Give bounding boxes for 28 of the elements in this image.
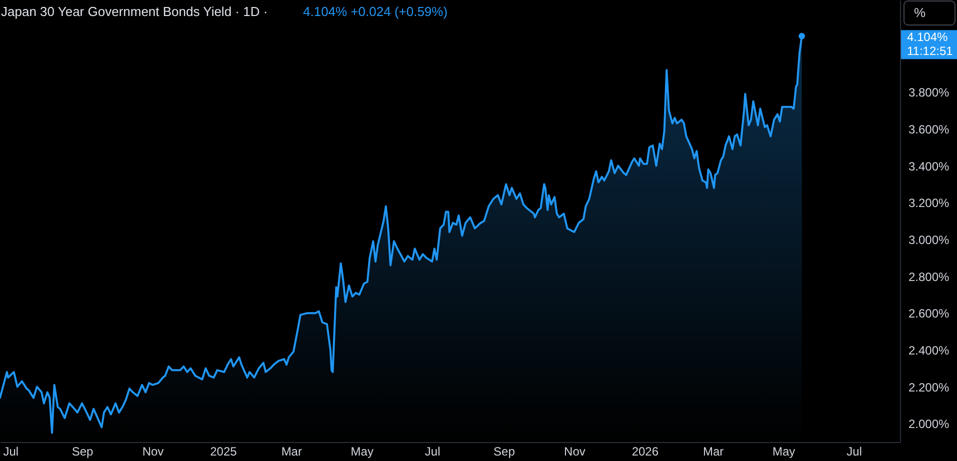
x-tick-label: Jul bbox=[3, 444, 19, 458]
x-tick-label: 2025 bbox=[210, 444, 238, 458]
x-tick-label: 2026 bbox=[632, 444, 659, 458]
x-tick-label: Mar bbox=[703, 444, 724, 458]
x-tick-label: Nov bbox=[142, 444, 164, 458]
y-tick-label: 2.000% bbox=[908, 417, 950, 432]
x-tick-label: Mar bbox=[281, 444, 302, 458]
x-tick-label: Jul bbox=[846, 444, 862, 458]
y-tick-label: 2.200% bbox=[908, 380, 950, 394]
text: % bbox=[914, 5, 926, 20]
y-tick-label: 3.000% bbox=[908, 232, 950, 247]
chart-subtitle: 4.104% +0.024 (+0.59%) bbox=[303, 4, 448, 19]
y-tick-label: 3.600% bbox=[908, 122, 950, 136]
y-tick-label: 3.800% bbox=[908, 86, 950, 100]
y-tick-label: 3.200% bbox=[908, 196, 950, 210]
y-tick-label: 3.400% bbox=[908, 159, 950, 174]
x-tick-label: May bbox=[772, 444, 796, 458]
x-tick-label: Nov bbox=[564, 444, 586, 458]
chart-title: Japan 30 Year Government Bonds Yield · 1D · bbox=[1, 4, 268, 19]
y-tick-label: 2.400% bbox=[908, 343, 950, 358]
x-tick-label: Sep bbox=[494, 444, 516, 458]
x-tick-label: Sep bbox=[72, 444, 94, 458]
x-tick-label: May bbox=[350, 444, 374, 458]
text: 11:12:51 bbox=[907, 44, 954, 58]
x-tick-label: Jul bbox=[424, 444, 440, 458]
text: 4.104% bbox=[907, 30, 948, 44]
y-tick-label: 2.800% bbox=[908, 270, 950, 284]
y-tick-label: 2.600% bbox=[908, 306, 950, 321]
